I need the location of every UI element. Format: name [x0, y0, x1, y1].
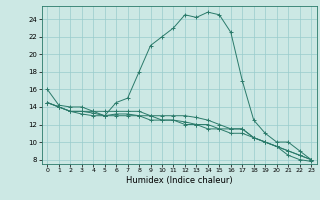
- X-axis label: Humidex (Indice chaleur): Humidex (Indice chaleur): [126, 176, 233, 185]
